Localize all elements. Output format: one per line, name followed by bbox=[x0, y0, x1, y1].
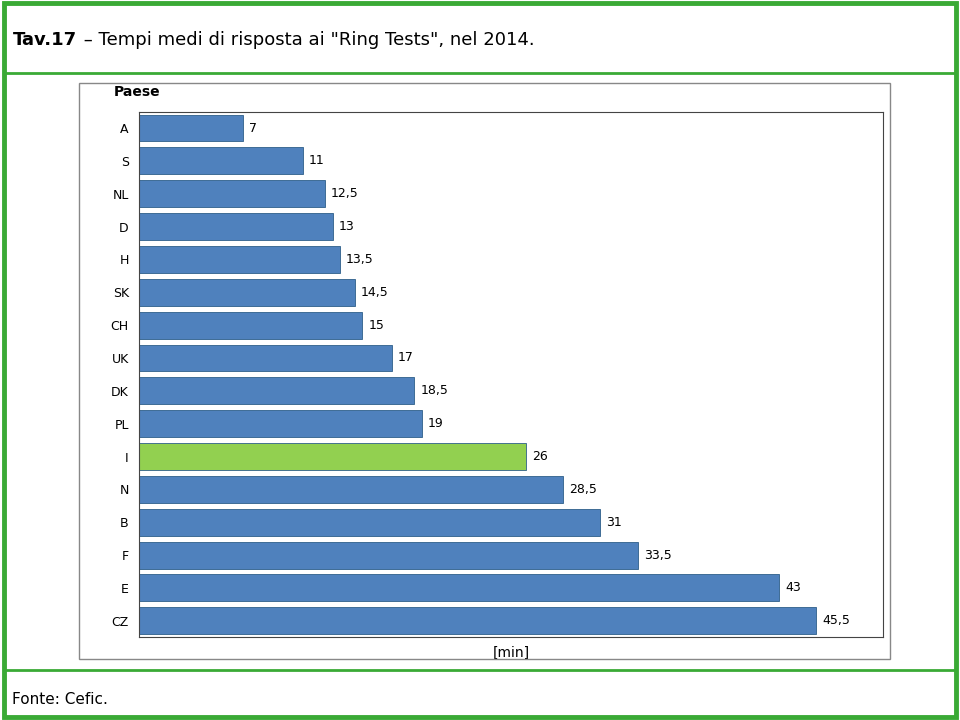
Text: 45,5: 45,5 bbox=[822, 614, 850, 627]
Bar bbox=[139, 509, 601, 536]
Bar bbox=[139, 443, 526, 470]
Text: 33,5: 33,5 bbox=[643, 549, 671, 562]
Text: 18,5: 18,5 bbox=[420, 384, 448, 397]
Text: Tav.17: Tav.17 bbox=[12, 31, 77, 49]
Bar bbox=[139, 180, 325, 207]
Bar bbox=[139, 344, 392, 372]
Bar bbox=[139, 575, 780, 601]
Bar bbox=[139, 541, 637, 569]
Text: – Tempi medi di risposta ai "Ring Tests", nel 2014.: – Tempi medi di risposta ai "Ring Tests"… bbox=[78, 31, 535, 49]
Text: 14,5: 14,5 bbox=[361, 286, 389, 299]
Text: 7: 7 bbox=[250, 122, 257, 135]
Bar bbox=[139, 213, 332, 240]
X-axis label: [min]: [min] bbox=[492, 646, 530, 660]
Bar bbox=[139, 476, 564, 503]
Text: 19: 19 bbox=[428, 417, 444, 430]
Text: 28,5: 28,5 bbox=[569, 483, 597, 496]
Text: Fonte: Cefic.: Fonte: Cefic. bbox=[12, 692, 108, 707]
Text: 43: 43 bbox=[785, 582, 801, 595]
Bar bbox=[139, 114, 244, 142]
Bar bbox=[139, 279, 355, 306]
Text: 31: 31 bbox=[607, 516, 622, 528]
Bar bbox=[139, 246, 340, 273]
Text: 13,5: 13,5 bbox=[346, 253, 373, 266]
Bar bbox=[139, 377, 415, 405]
Text: 13: 13 bbox=[339, 220, 354, 233]
Text: 12,5: 12,5 bbox=[331, 187, 359, 200]
Text: 17: 17 bbox=[398, 351, 414, 364]
Text: 15: 15 bbox=[369, 319, 384, 332]
Text: Paese: Paese bbox=[113, 86, 160, 99]
Bar bbox=[139, 607, 816, 634]
Bar bbox=[139, 312, 362, 338]
Text: 26: 26 bbox=[532, 450, 548, 463]
Bar bbox=[139, 410, 422, 437]
Bar bbox=[139, 148, 303, 174]
Text: 11: 11 bbox=[309, 154, 324, 167]
